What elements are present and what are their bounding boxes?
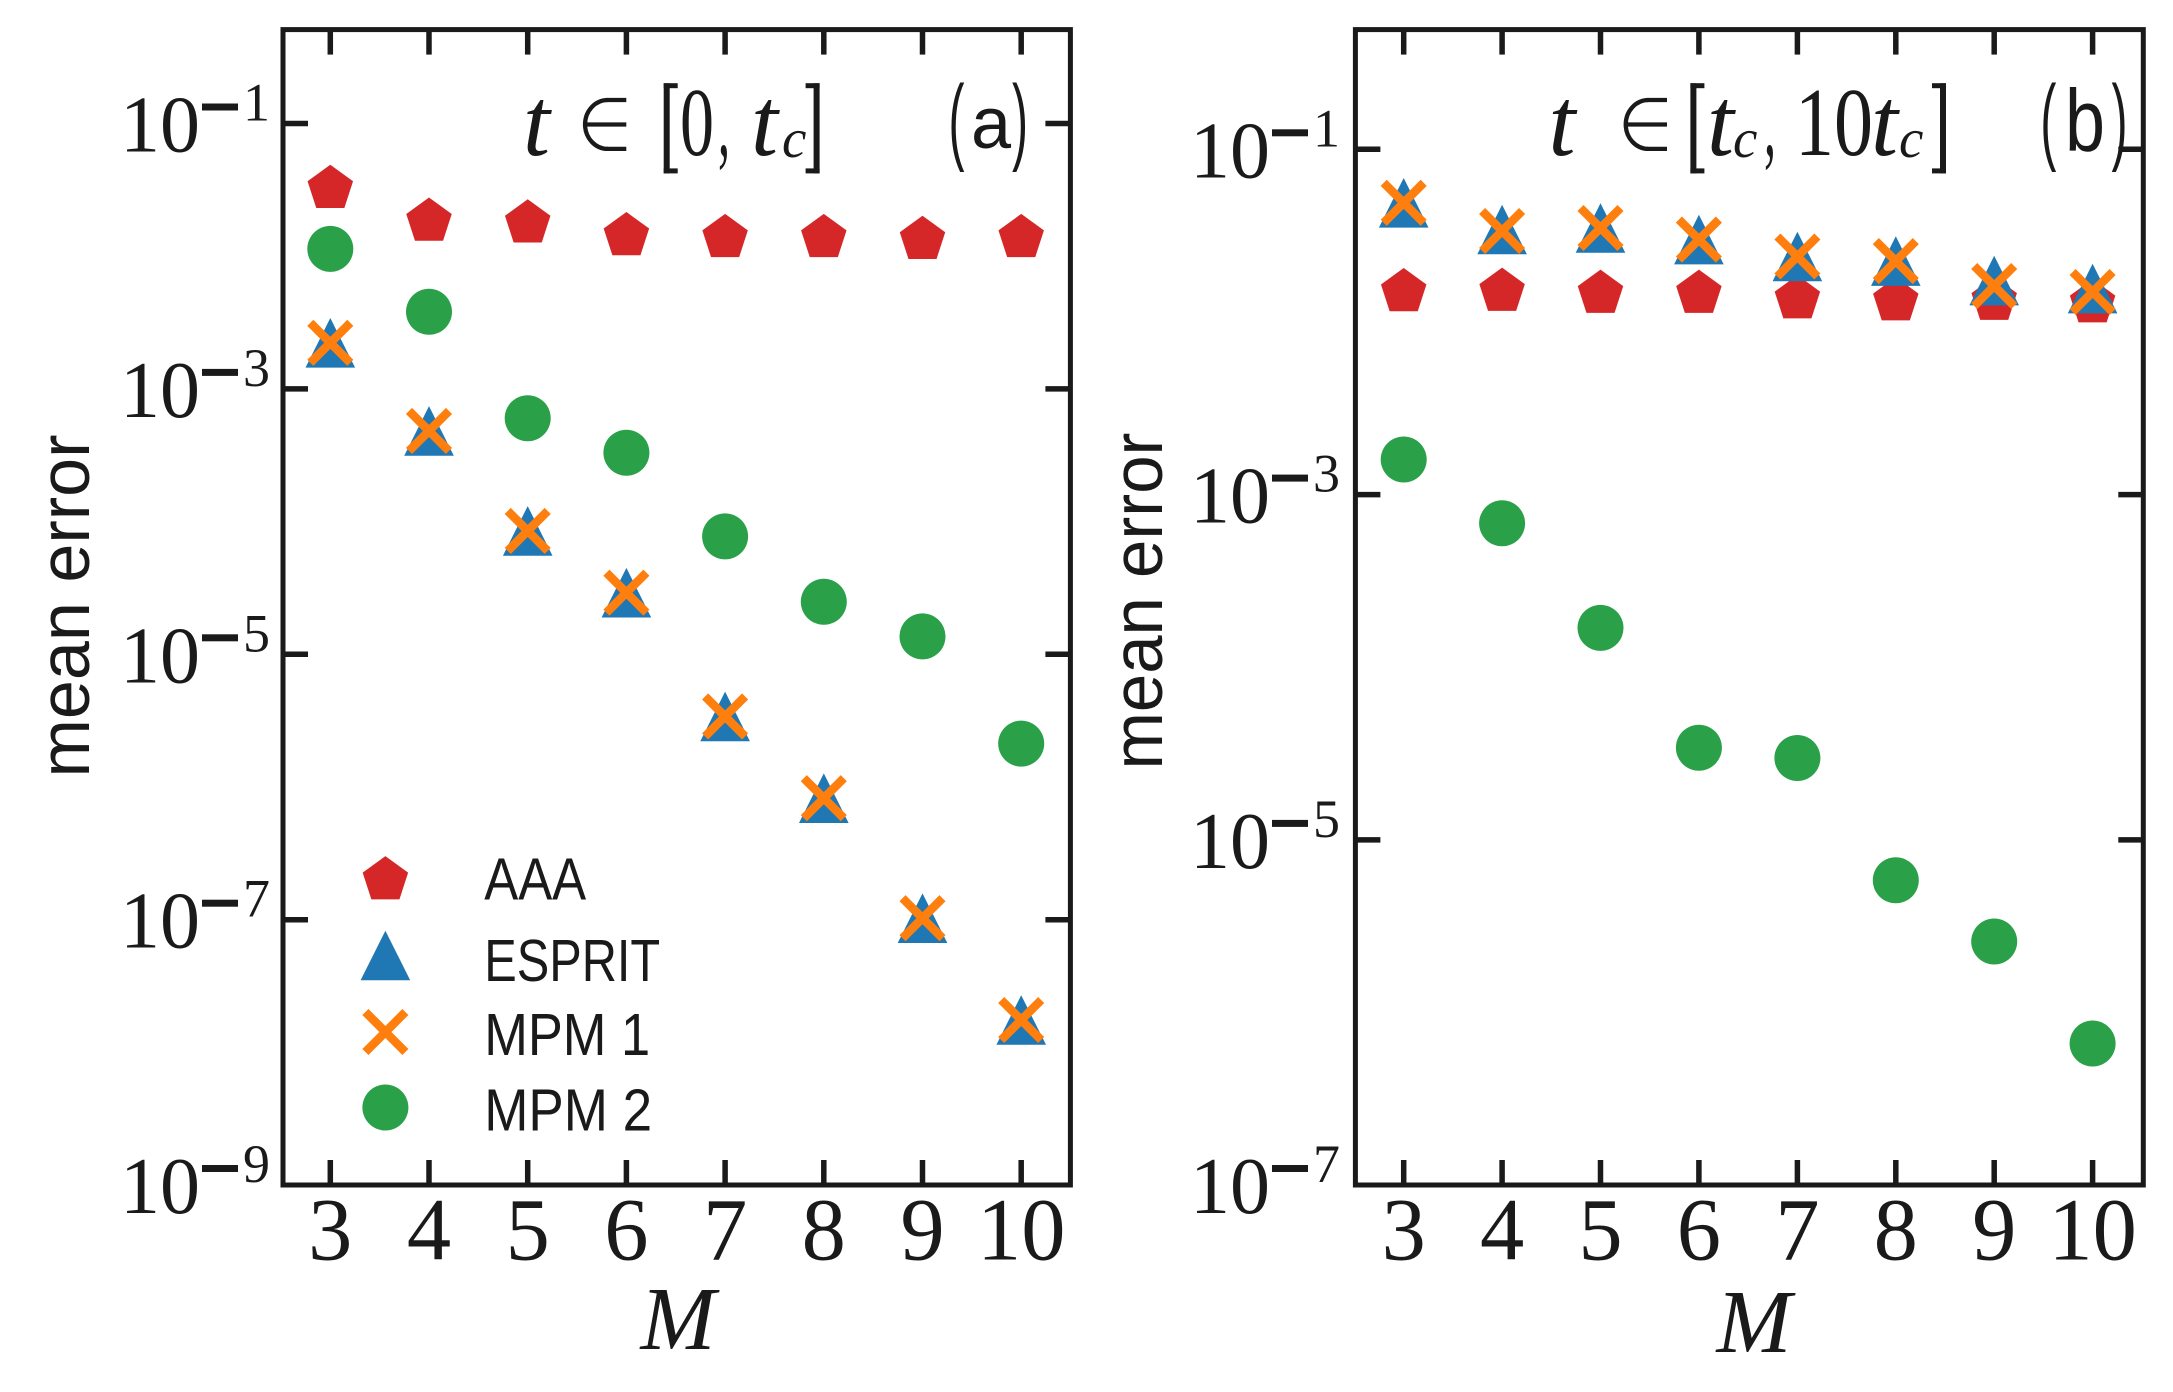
svg-text:5: 5 [506, 1182, 550, 1280]
svg-text:ESPRIT: ESPRIT [484, 927, 660, 994]
svg-text:10: 10 [1795, 69, 1873, 176]
svg-text:3: 3 [1382, 1182, 1426, 1280]
svg-text:10: 10 [1190, 107, 1270, 195]
svg-text:6: 6 [604, 1182, 648, 1280]
svg-text:AAA: AAA [484, 845, 586, 912]
svg-text:9: 9 [900, 1182, 944, 1280]
svg-text:mean error: mean error [1099, 433, 1178, 770]
svg-text:t: t [751, 69, 780, 176]
svg-text:): ) [2112, 66, 2128, 173]
svg-text:10: 10 [120, 878, 200, 966]
svg-text:(: ( [2040, 66, 2056, 173]
svg-text:10: 10 [977, 1182, 1066, 1280]
svg-text:10: 10 [120, 612, 200, 700]
svg-text:7: 7 [1775, 1182, 1819, 1280]
svg-text:9: 9 [243, 1134, 270, 1194]
svg-text:mean error: mean error [26, 435, 105, 778]
svg-text:10: 10 [120, 1143, 200, 1231]
svg-text:t: t [1549, 69, 1578, 176]
svg-text:5: 5 [243, 603, 270, 663]
svg-text:9: 9 [1972, 1182, 2016, 1280]
svg-text:MPM 2: MPM 2 [484, 1077, 652, 1144]
svg-text:t: t [1871, 69, 1900, 176]
svg-text:10: 10 [2048, 1182, 2137, 1280]
svg-text:,: , [1764, 69, 1776, 176]
svg-text:7: 7 [703, 1182, 747, 1280]
svg-text:c: c [1733, 108, 1757, 169]
svg-text:4: 4 [1480, 1182, 1524, 1280]
svg-text:5: 5 [1313, 789, 1340, 849]
svg-text:10: 10 [1190, 798, 1270, 886]
svg-text:0: 0 [680, 69, 714, 176]
svg-text:4: 4 [407, 1182, 451, 1280]
svg-text:8: 8 [1874, 1182, 1918, 1280]
svg-text:3: 3 [1313, 444, 1340, 504]
svg-text:M: M [1715, 1273, 1797, 1372]
svg-text:b: b [2065, 71, 2105, 170]
svg-text:8: 8 [802, 1182, 846, 1280]
svg-text:5: 5 [1578, 1182, 1622, 1280]
svg-text:t: t [523, 69, 552, 176]
svg-text:3: 3 [243, 338, 270, 398]
svg-text:t: t [1707, 69, 1736, 176]
svg-text:1: 1 [243, 73, 270, 133]
svg-text:c: c [782, 108, 806, 169]
svg-text:10: 10 [120, 82, 200, 170]
svg-text:10: 10 [1190, 453, 1270, 541]
svg-text:3: 3 [308, 1182, 352, 1280]
svg-text:(: ( [949, 66, 965, 173]
svg-text:MPM 1: MPM 1 [484, 1001, 650, 1068]
svg-text:): ) [1012, 66, 1028, 173]
svg-text:M: M [639, 1270, 721, 1369]
svg-text:1: 1 [1313, 98, 1340, 158]
svg-text:7: 7 [243, 869, 270, 929]
svg-text:10: 10 [1190, 1143, 1270, 1231]
svg-text:c: c [1899, 108, 1923, 169]
svg-text:10: 10 [120, 347, 200, 435]
svg-text:7: 7 [1313, 1134, 1340, 1194]
svg-text:6: 6 [1677, 1182, 1721, 1280]
svg-text:,: , [718, 69, 730, 176]
svg-text:a: a [971, 84, 1012, 164]
